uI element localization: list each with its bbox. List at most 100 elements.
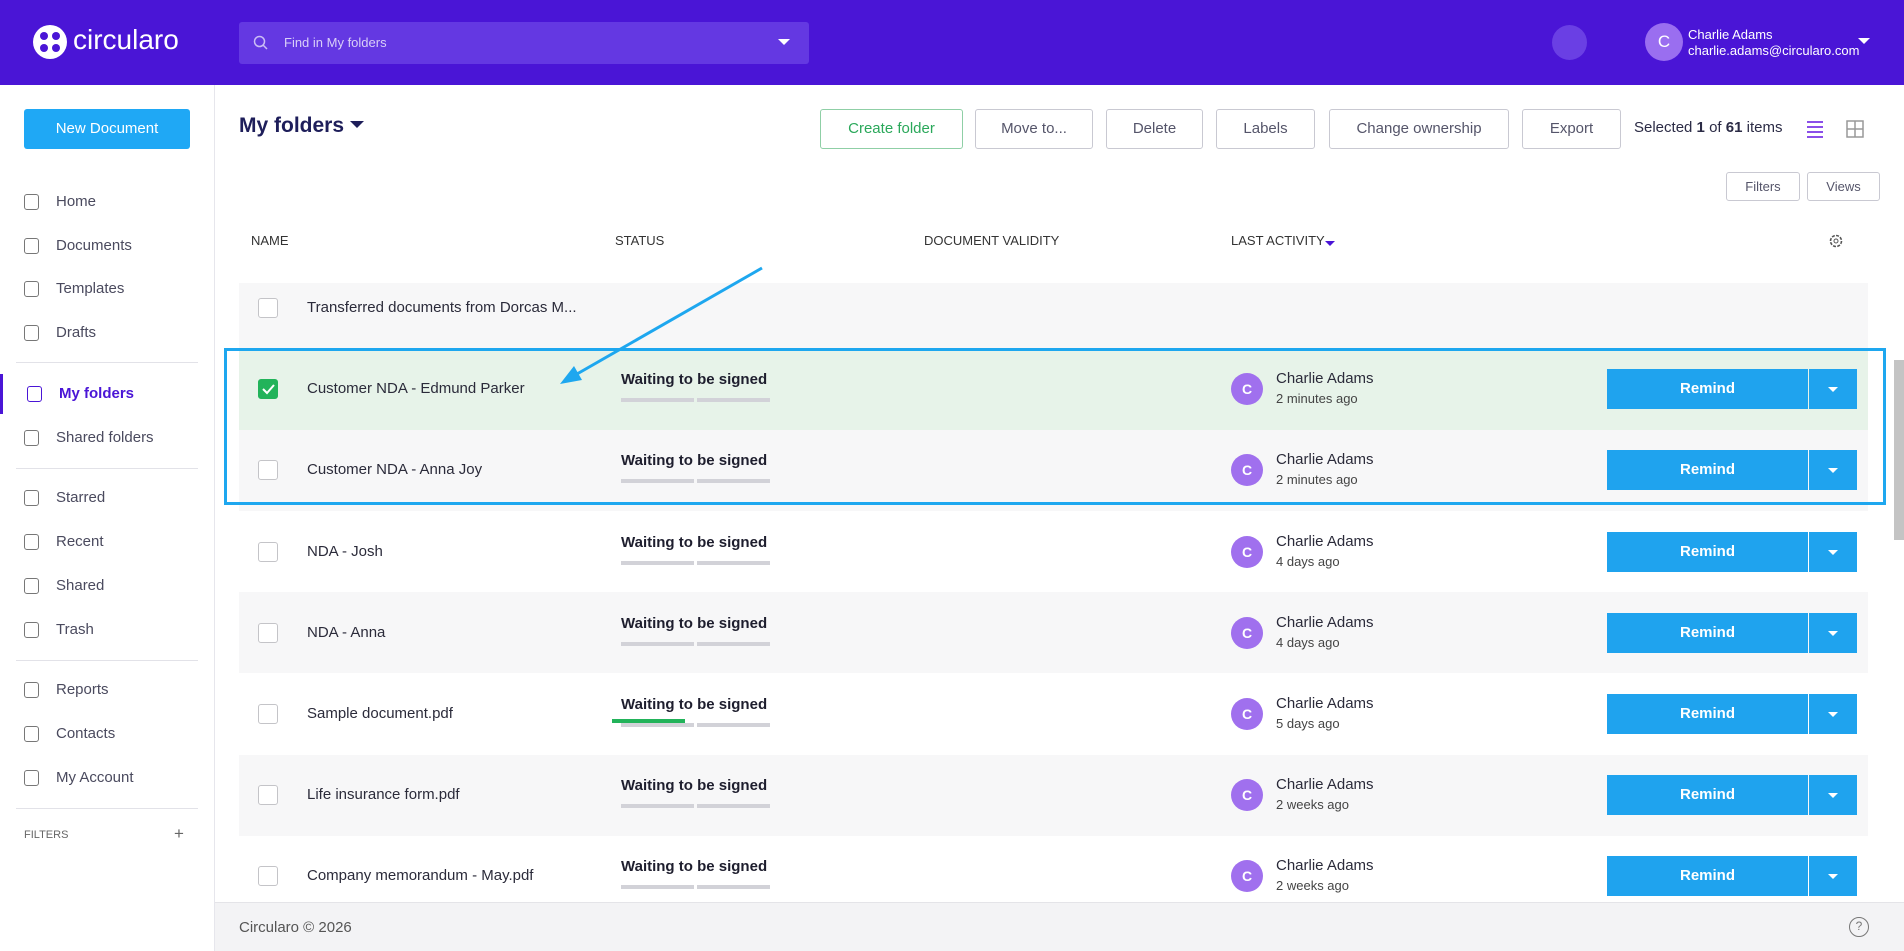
caret [1828, 387, 1838, 393]
remind-dropdown[interactable] [1809, 775, 1857, 816]
checkbox[interactable] [258, 866, 278, 887]
checkbox[interactable] [258, 460, 278, 481]
document-name[interactable]: Customer NDA - Anna Joy [307, 461, 483, 479]
views-button[interactable]: Views [1807, 172, 1880, 201]
nav-item[interactable]: Reports [0, 670, 215, 710]
avatar: C [1231, 535, 1263, 568]
remind-button[interactable]: Remind [1607, 775, 1808, 816]
progress-bar [697, 804, 770, 809]
document-name[interactable]: NDA - Josh [307, 542, 383, 560]
status: Waiting to be signed [621, 452, 768, 470]
search[interactable]: Find in My folders [239, 22, 809, 64]
progress-bar [697, 641, 770, 646]
progress-bar [621, 641, 694, 646]
remind-dropdown[interactable] [1809, 369, 1857, 410]
view-toggle[interactable] [1805, 119, 1865, 139]
document-name[interactable]: Customer NDA - Edmund Parker [307, 380, 525, 398]
activity-user: Charlie Adams [1276, 370, 1374, 388]
user-avatar[interactable]: C [1645, 23, 1683, 61]
document-name[interactable]: Company memorandum - May.pdf [307, 867, 534, 885]
caret [1828, 549, 1838, 555]
table-row[interactable]: Sample document.pdf Waiting to be signed C… [239, 673, 1868, 755]
column-header: STATUS [615, 233, 665, 248]
search-icon [253, 35, 268, 50]
toolbar-button[interactable]: Export [1522, 109, 1621, 149]
document-name[interactable]: NDA - Anna [307, 623, 386, 641]
document-name[interactable]: Transferred documents from Dorcas M... [307, 299, 577, 316]
checkbox[interactable] [258, 622, 278, 643]
remind-button[interactable]: Remind [1607, 856, 1808, 897]
annotation-arrow [560, 266, 763, 384]
user-menu[interactable] [1858, 38, 1870, 50]
folder-title[interactable]: My folders [239, 114, 364, 138]
remind-button[interactable]: Remind [1607, 369, 1808, 410]
table-row[interactable]: Customer NDA - Anna Joy Waiting to be sig… [239, 429, 1868, 511]
avatar: C [1231, 698, 1263, 730]
toolbar-button[interactable]: Create folder [820, 109, 963, 149]
toolbar-button[interactable]: Labels [1216, 109, 1315, 149]
filters-add[interactable]: + [174, 824, 184, 843]
table-row[interactable]: NDA - Anna Waiting to be signed C Charlie A… [239, 592, 1868, 674]
column-header[interactable]: NAME [251, 233, 289, 248]
nav-item[interactable]: Recent [0, 522, 215, 562]
nav-item[interactable]: Home [0, 182, 215, 222]
new-document[interactable]: New Document [24, 109, 190, 149]
nav-item[interactable]: Shared [0, 566, 215, 606]
selection-info: Selected 1 of 61 items [1634, 119, 1783, 136]
nav-item[interactable]: Contacts [0, 714, 215, 754]
nav-item-active[interactable]: My folders [0, 374, 215, 414]
caret [1828, 712, 1838, 717]
separator [16, 660, 198, 661]
remind-dropdown[interactable] [1809, 856, 1857, 897]
document-name[interactable]: Sample document.pdf [307, 705, 453, 722]
nav-item[interactable]: Shared folders [0, 418, 215, 458]
activity-user: Charlie Adams [1276, 451, 1374, 469]
checkbox[interactable] [258, 785, 278, 806]
settings-icon[interactable] [1828, 233, 1844, 249]
column-header[interactable]: DOCUMENT VALIDITY [924, 233, 1060, 248]
checkbox[interactable] [258, 298, 278, 318]
nav-item[interactable]: Documents [0, 226, 215, 266]
nav-item[interactable]: My Account [0, 758, 215, 798]
nav-item[interactable]: Drafts [0, 313, 215, 353]
checkbox[interactable] [258, 541, 278, 562]
column-header[interactable]: LAST ACTIVITY [1231, 233, 1325, 248]
table-row[interactable]: NDA - Josh Waiting to be signed C Charlie A… [239, 511, 1868, 593]
help[interactable]: ? [1849, 917, 1869, 937]
checkbox[interactable] [258, 379, 278, 400]
checkbox[interactable] [258, 704, 278, 724]
remind-dropdown[interactable] [1809, 450, 1857, 491]
notifications[interactable] [1552, 25, 1587, 60]
nav-item[interactable]: Trash [0, 610, 215, 650]
search-dropdown[interactable] [778, 39, 790, 51]
remind-dropdown[interactable] [1809, 612, 1857, 653]
logo: circularo [73, 24, 179, 55]
separator [16, 468, 198, 469]
toolbar-button[interactable]: Move to... [975, 109, 1093, 149]
table-row[interactable]: Life insurance form.pdf Waiting to be sig… [239, 754, 1868, 836]
remind-button[interactable]: Remind [1607, 531, 1808, 572]
avatar: C [1231, 616, 1263, 649]
sidebar [0, 85, 215, 951]
remind-dropdown[interactable] [1809, 531, 1857, 572]
scrollbar[interactable] [1894, 360, 1904, 540]
toolbar-button[interactable]: Change ownership [1329, 109, 1509, 149]
remind-button[interactable]: Remind [1607, 612, 1808, 653]
remind-button[interactable]: Remind [1607, 450, 1808, 491]
progress-bar [621, 560, 694, 565]
nav-item[interactable]: Starred [0, 478, 215, 518]
progress-bar [697, 723, 770, 727]
filters-button[interactable]: Filters [1726, 172, 1800, 201]
table-row[interactable]: Transferred documents from Dorcas M... [239, 283, 1868, 348]
caret [1828, 874, 1838, 880]
document-name[interactable]: Life insurance form.pdf [307, 786, 460, 804]
table-row[interactable]: Customer NDA - Edmund Parker Waiting to b… [239, 348, 1868, 430]
progress-bar [697, 560, 770, 565]
progress-bar [621, 398, 694, 403]
remind-button[interactable]: Remind [1607, 694, 1808, 734]
nav-item[interactable]: Templates [0, 269, 215, 309]
toolbar-button[interactable]: Delete [1106, 109, 1203, 149]
user-email: charlie.adams@circularo.com [1688, 43, 1860, 58]
separator [16, 362, 198, 363]
remind-dropdown[interactable] [1809, 694, 1857, 734]
